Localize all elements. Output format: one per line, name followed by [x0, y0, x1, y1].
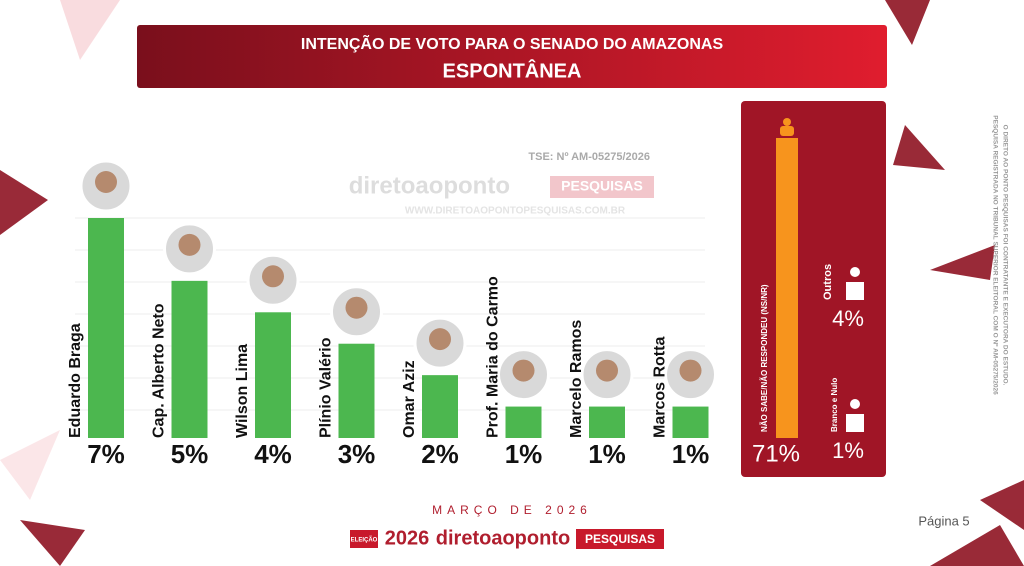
candidate-name: Marcos Rotta: [652, 337, 669, 438]
watermark-tag: PESQUISAS: [561, 178, 643, 194]
ballot-icon: [846, 414, 864, 432]
photo-face: [178, 233, 201, 256]
bar: [255, 312, 291, 438]
value-label: 71%: [752, 440, 800, 467]
footer-tag-box: [576, 529, 664, 549]
bar-cap: [780, 126, 794, 136]
page-number: Página 5: [918, 513, 969, 528]
photo-face: [596, 359, 618, 382]
candidate-name: Cap. Alberto Neto: [151, 303, 168, 438]
value-label: 1%: [505, 439, 543, 469]
value-label: 1%: [588, 439, 626, 469]
candidate-name: Eduardo Braga: [67, 323, 84, 438]
watermark-brand: diretoaoponto: [349, 172, 510, 199]
side-label: Branco e Nulo: [830, 378, 839, 432]
value-label: 2%: [421, 439, 459, 469]
registration: TSE: Nº AM-05275/2026: [528, 151, 650, 163]
value-label: 7%: [87, 439, 125, 469]
value-label: 1%: [832, 438, 864, 463]
photo-face: [512, 359, 535, 382]
watermark-url: WWW.DIRETOAOPONTOPESQUISAS.COM.BR: [405, 206, 626, 217]
bar: [505, 406, 542, 438]
candidate-name: Omar Aziz: [401, 360, 418, 438]
value-label: 4%: [254, 439, 292, 469]
candidate-name: Marcelo Ramos: [568, 320, 585, 438]
side-note: O DIRETO AO PONTO PESQUISAS FOI CONTRATA…: [1001, 125, 1008, 386]
value-label: 3%: [338, 439, 376, 469]
bar: [88, 218, 124, 438]
ballot-icon: [846, 282, 864, 300]
candidate-name: Prof. Maria do Carmo: [485, 276, 502, 438]
value-label: 1%: [672, 439, 710, 469]
footer-badge: ELEIÇÃO: [351, 537, 378, 544]
footer-date: MARÇO DE 2026: [432, 503, 592, 517]
footer-tag: PESQUISAS: [585, 532, 655, 546]
bar: [338, 343, 375, 438]
candidate-name: Wilson Lima: [234, 344, 251, 438]
bar: [171, 280, 208, 438]
side-label: NÃO SABE/NÃO RESPONDEU (NS/NR): [760, 284, 769, 432]
side-note: PESQUISA REGISTRADA NO TRIBUNAL SUPERIOR…: [991, 115, 998, 395]
footer-year: 2026: [385, 527, 430, 549]
title: INTENÇÃO DE VOTO PARA O SENADO DO AMAZON…: [301, 33, 724, 53]
photo-face: [429, 328, 451, 351]
photo-face: [345, 296, 368, 319]
photo-face: [679, 359, 702, 382]
side-label: Outros: [822, 264, 834, 300]
candidate-name: Plínio Valério: [318, 337, 335, 438]
bar: [422, 375, 458, 438]
bar: [672, 406, 709, 438]
watermark-tag-box: [550, 176, 654, 198]
bar-cap: [783, 118, 791, 126]
bar: [589, 406, 625, 438]
value-label: 5%: [171, 439, 209, 469]
bar: [776, 138, 798, 438]
photo-face: [95, 171, 117, 193]
photo-face: [262, 265, 284, 288]
footer-brand: diretoaoponto: [436, 527, 570, 549]
value-label: 4%: [832, 306, 864, 331]
ballot-icon-head: [850, 399, 860, 409]
title-banner: [137, 25, 887, 88]
footer-badge-box: [350, 530, 378, 548]
subtitle: ESPONTÂNEA: [443, 58, 582, 82]
ballot-icon-head: [850, 267, 860, 277]
